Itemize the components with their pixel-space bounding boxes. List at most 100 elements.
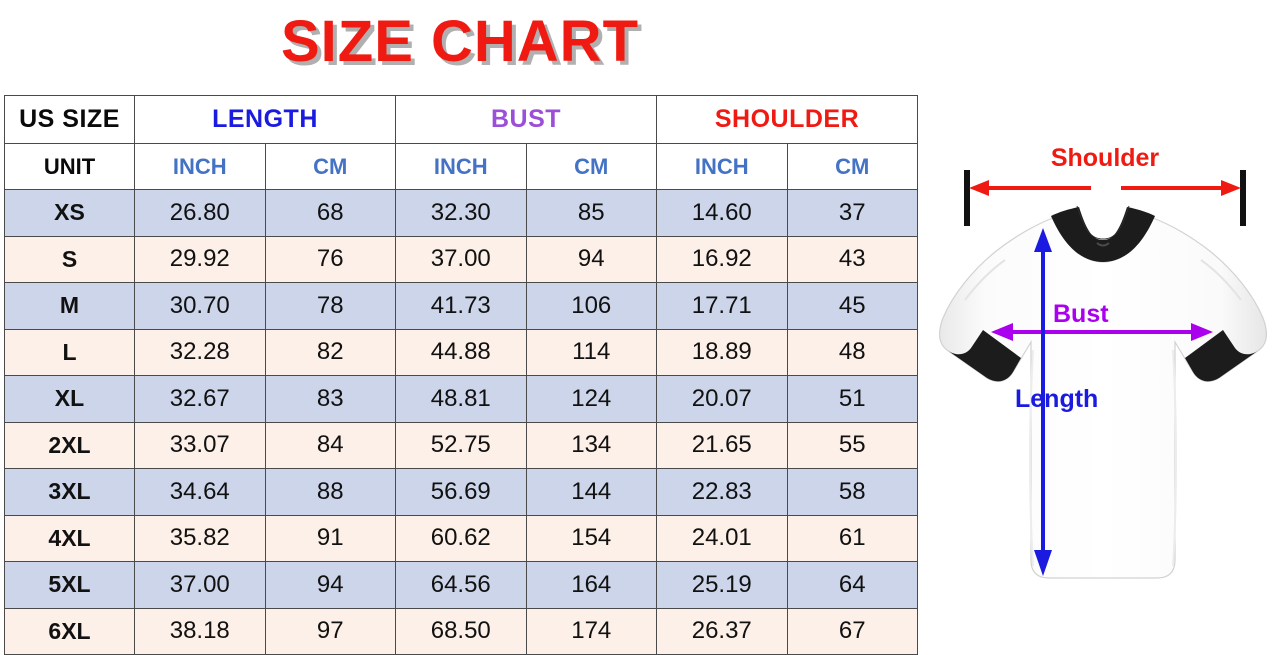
cell-length-cm: 83 <box>264 375 396 423</box>
cell-bust-cm: 174 <box>525 607 657 655</box>
page-title: SIZE CHART <box>281 9 639 74</box>
header-us-size: US SIZE <box>4 95 135 144</box>
bust-label: Bust <box>1053 300 1109 328</box>
shirt-sleeve-cuffs <box>947 330 1259 382</box>
cell-shoulder-cm: 64 <box>786 561 919 609</box>
cell-bust-cm: 114 <box>525 328 657 376</box>
cell-bust-inch: 60.62 <box>395 514 527 562</box>
shoulder-label: Shoulder <box>1050 144 1160 172</box>
table-row: 4XL 35.82 91 60.62 154 24.01 61 <box>4 514 919 562</box>
title-container: SIZE CHART <box>0 8 920 75</box>
shirt-collar-trim <box>1051 205 1155 262</box>
cell-bust-cm: 106 <box>525 282 657 330</box>
cell-size-label: 4XL <box>4 514 135 562</box>
header-length: LENGTH <box>134 95 396 144</box>
table-body: XS 26.80 68 32.30 85 14.60 37 S 29.92 76 37.00 94 16… <box>4 189 919 655</box>
table-row: 6XL 38.18 97 68.50 174 26.37 67 <box>4 607 919 655</box>
cell-shoulder-cm: 37 <box>786 189 919 237</box>
cell-length-inch: 37.00 <box>134 561 266 609</box>
unit-header-row: UNIT INCH CM INCH CM INCH CM <box>4 143 919 190</box>
cell-shoulder-inch: 24.01 <box>656 514 788 562</box>
cell-length-cm: 88 <box>264 468 396 516</box>
header-unit-bust-cm: CM <box>525 143 657 190</box>
header-unit: UNIT <box>4 143 135 190</box>
cell-bust-cm: 85 <box>525 189 657 237</box>
cell-length-inch: 35.82 <box>134 514 266 562</box>
cell-length-inch: 30.70 <box>134 282 266 330</box>
cell-size-label: 3XL <box>4 468 135 516</box>
size-chart-table: US SIZE LENGTH BUST SHOULDER UNIT INCH C… <box>4 95 919 655</box>
cell-size-label: 6XL <box>4 607 135 655</box>
cell-length-cm: 94 <box>264 561 396 609</box>
cell-length-cm: 68 <box>264 189 396 237</box>
cell-length-inch: 38.18 <box>134 607 266 655</box>
cell-shoulder-cm: 45 <box>786 282 919 330</box>
cell-size-label: L <box>4 328 135 376</box>
cell-length-inch: 32.28 <box>134 328 266 376</box>
cell-bust-inch: 52.75 <box>395 421 527 469</box>
table-row: XS 26.80 68 32.30 85 14.60 37 <box>4 189 919 237</box>
table-row: M 30.70 78 41.73 106 17.71 45 <box>4 282 919 330</box>
length-label: Length <box>1015 385 1099 413</box>
cell-bust-cm: 164 <box>525 561 657 609</box>
cell-size-label: 2XL <box>4 421 135 469</box>
tshirt-illustration <box>938 170 1268 579</box>
cell-bust-inch: 56.69 <box>395 468 527 516</box>
cell-length-cm: 97 <box>264 607 396 655</box>
cell-length-cm: 84 <box>264 421 396 469</box>
cell-size-label: XS <box>4 189 135 237</box>
table-row: XL 32.67 83 48.81 124 20.07 51 <box>4 375 919 423</box>
cell-bust-inch: 44.88 <box>395 328 527 376</box>
cell-shoulder-inch: 17.71 <box>656 282 788 330</box>
cell-shoulder-cm: 67 <box>786 607 919 655</box>
cell-shoulder-cm: 43 <box>786 235 919 283</box>
table-row: 2XL 33.07 84 52.75 134 21.65 55 <box>4 421 919 469</box>
cell-bust-inch: 41.73 <box>395 282 527 330</box>
cell-length-inch: 34.64 <box>134 468 266 516</box>
cell-shoulder-inch: 20.07 <box>656 375 788 423</box>
cell-bust-inch: 64.56 <box>395 561 527 609</box>
cell-length-cm: 78 <box>264 282 396 330</box>
cell-length-cm: 91 <box>264 514 396 562</box>
table-header: US SIZE LENGTH BUST SHOULDER UNIT INCH C… <box>4 95 919 190</box>
cell-shoulder-cm: 48 <box>786 328 919 376</box>
bust-measure-group <box>991 323 1213 341</box>
cell-size-label: M <box>4 282 135 330</box>
cell-shoulder-cm: 55 <box>786 421 919 469</box>
cell-length-inch: 33.07 <box>134 421 266 469</box>
cell-length-inch: 26.80 <box>134 189 266 237</box>
cell-shoulder-inch: 18.89 <box>656 328 788 376</box>
cell-bust-cm: 144 <box>525 468 657 516</box>
cell-size-label: 5XL <box>4 561 135 609</box>
cell-bust-cm: 154 <box>525 514 657 562</box>
header-unit-length-cm: CM <box>264 143 396 190</box>
cell-shoulder-inch: 25.19 <box>656 561 788 609</box>
cell-shoulder-cm: 61 <box>786 514 919 562</box>
cell-shoulder-inch: 26.37 <box>656 607 788 655</box>
cell-shoulder-inch: 14.60 <box>656 189 788 237</box>
header-shoulder: SHOULDER <box>655 95 919 144</box>
shirt-body-shape <box>938 217 1268 579</box>
header-unit-length-inch: INCH <box>134 143 266 190</box>
tshirt-diagram: Shoulder Bust Length <box>925 0 1280 644</box>
table-row: 5XL 37.00 94 64.56 164 25.19 64 <box>4 561 919 609</box>
cell-length-inch: 32.67 <box>134 375 266 423</box>
shoulder-measure-group <box>964 170 1246 226</box>
group-header-row: US SIZE LENGTH BUST SHOULDER <box>4 95 919 144</box>
header-unit-shoulder-inch: INCH <box>656 143 788 190</box>
length-measure-group <box>1034 228 1052 576</box>
header-bust: BUST <box>395 95 657 144</box>
cell-shoulder-cm: 51 <box>786 375 919 423</box>
cell-length-inch: 29.92 <box>134 235 266 283</box>
cell-bust-inch: 32.30 <box>395 189 527 237</box>
cell-bust-cm: 94 <box>525 235 657 283</box>
cell-size-label: XL <box>4 375 135 423</box>
table-row: 3XL 34.64 88 56.69 144 22.83 58 <box>4 468 919 516</box>
cell-bust-inch: 68.50 <box>395 607 527 655</box>
cell-bust-cm: 124 <box>525 375 657 423</box>
cell-bust-inch: 37.00 <box>395 235 527 283</box>
cell-bust-cm: 134 <box>525 421 657 469</box>
table-row: L 32.28 82 44.88 114 18.89 48 <box>4 328 919 376</box>
header-unit-shoulder-cm: CM <box>786 143 919 190</box>
cell-size-label: S <box>4 235 135 283</box>
